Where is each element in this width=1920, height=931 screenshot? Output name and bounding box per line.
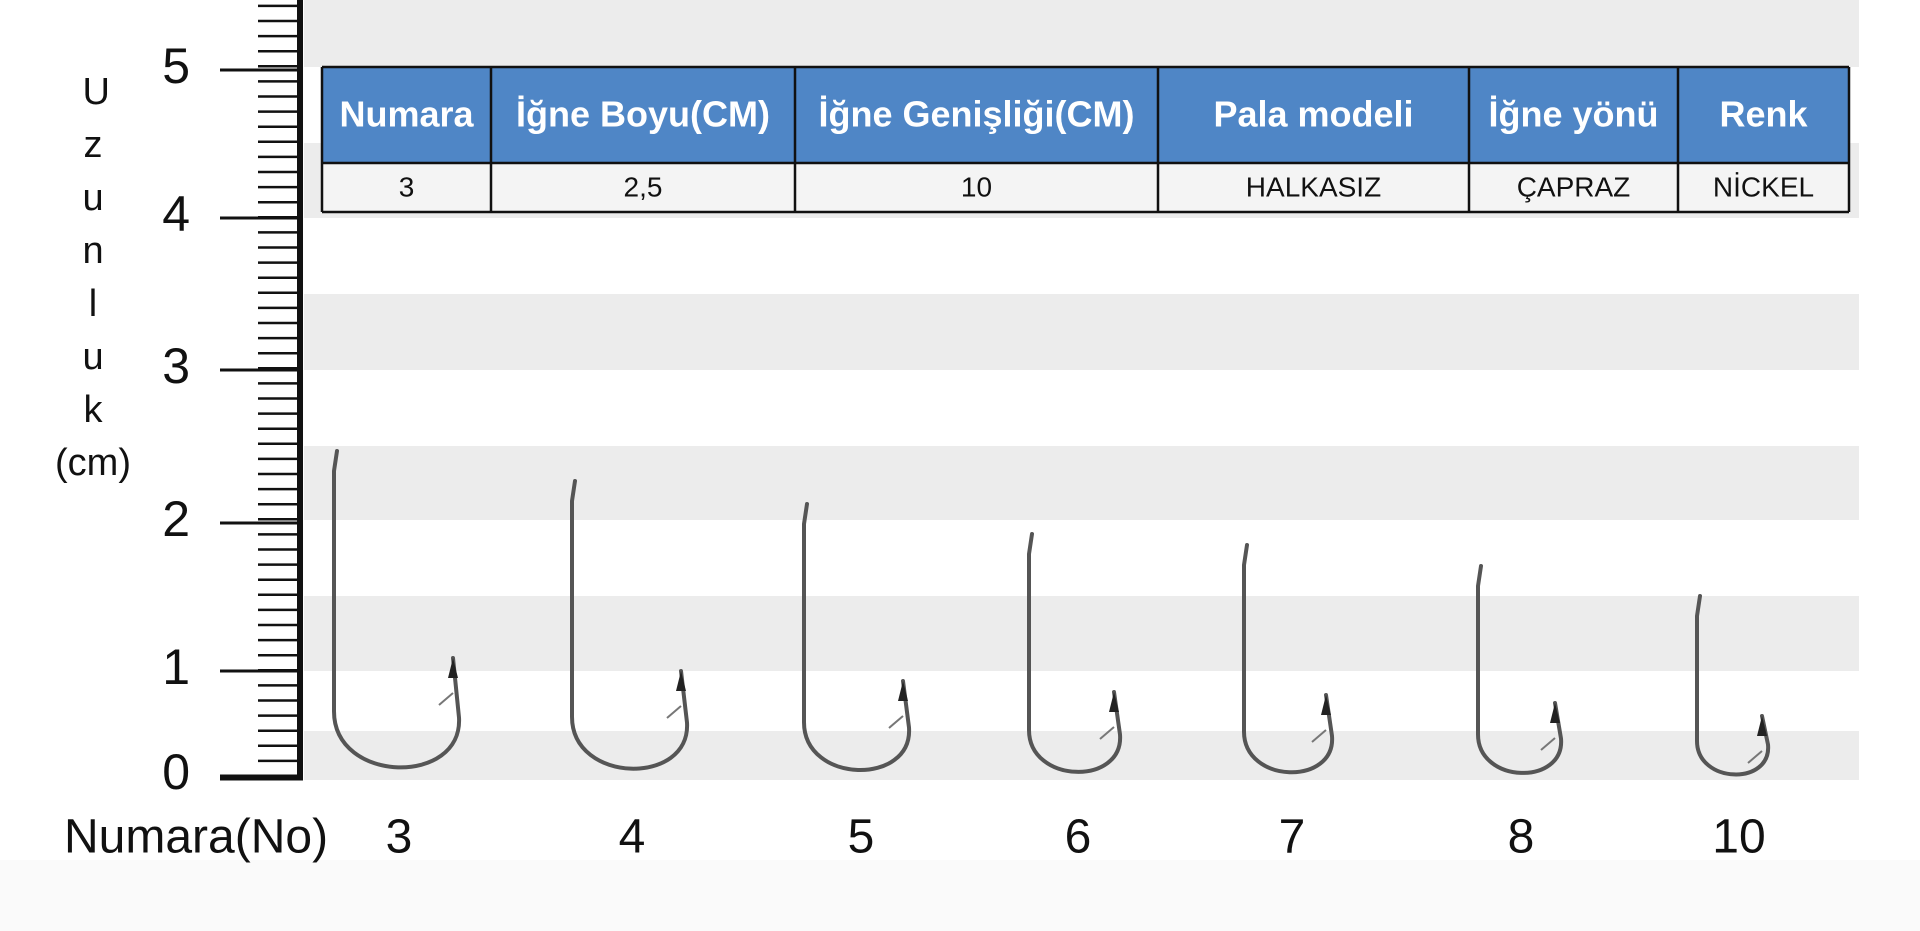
- table-cell: NİCKEL: [1713, 171, 1814, 202]
- hooks: [332, 449, 1771, 777]
- size-number: 10: [1712, 811, 1765, 864]
- stripes: [304, 0, 1859, 780]
- table-cell: HALKASIZ: [1246, 171, 1381, 202]
- hook-point: [1321, 695, 1331, 715]
- table-cell: 10: [961, 171, 992, 202]
- ruler-label: 0: [162, 744, 190, 800]
- table-row-bg: [322, 163, 1849, 212]
- table-header-cell: Pala modeli: [1213, 94, 1413, 135]
- size-number: 7: [1279, 811, 1306, 864]
- size-number: 6: [1065, 811, 1092, 864]
- hook-barb: [438, 692, 454, 706]
- table-header-cell: İğne Genişliği(CM): [818, 94, 1134, 135]
- hook-point: [676, 671, 686, 691]
- hook: [570, 479, 690, 771]
- hook-barb: [1747, 750, 1763, 764]
- hook-point: [448, 658, 458, 678]
- axis-unit: (cm): [55, 442, 131, 484]
- table-header-cell: Numara: [339, 94, 474, 135]
- size-number: 8: [1508, 811, 1535, 864]
- hook-point: [898, 681, 908, 701]
- hook-barb: [1311, 729, 1327, 743]
- size-number: 3: [386, 811, 413, 864]
- hook-barb: [1540, 737, 1556, 751]
- hook-barb: [888, 715, 904, 729]
- hook-point: [1757, 716, 1767, 736]
- axis-word: Uzunluk: [82, 71, 110, 431]
- size-number: 5: [848, 811, 875, 864]
- table-header-bg: [322, 67, 1849, 163]
- stripe: [304, 596, 1859, 671]
- stripe: [304, 446, 1859, 520]
- hook-point: [1550, 703, 1560, 723]
- table-header-cell: İğne yönü: [1489, 94, 1659, 135]
- axis-label: Uzunluk (cm): [50, 66, 136, 490]
- table-cell: 3: [399, 171, 415, 202]
- ruler-label: 4: [162, 186, 190, 242]
- stripe: [304, 0, 1859, 67]
- stripe: [304, 294, 1859, 370]
- footer-band: [0, 860, 1920, 931]
- spec-table: Numara İğne Boyu(CM) İğne Genişliği(CM) Pal…: [320, 65, 1851, 214]
- size-title: Numara(No): [64, 811, 328, 864]
- hook: [1695, 594, 1771, 777]
- table-header-cell: Renk: [1719, 94, 1808, 135]
- hook: [1242, 543, 1335, 775]
- ruler-label: 2: [162, 491, 190, 547]
- ruler-label: 3: [162, 338, 190, 394]
- ruler-label: 1: [162, 639, 190, 695]
- hook-barb: [1099, 726, 1115, 740]
- hook-barb: [666, 705, 682, 719]
- hook: [1476, 564, 1564, 775]
- table-cell: ÇAPRAZ: [1517, 171, 1631, 202]
- size-number: 4: [619, 811, 646, 864]
- table-header-cell: İğne Boyu(CM): [516, 94, 770, 135]
- hook: [1027, 532, 1123, 774]
- table-cell: 2,5: [624, 171, 663, 202]
- ruler: 5 4 3 2 1 0: [162, 0, 303, 800]
- ruler-label: 5: [162, 38, 190, 94]
- hook: [802, 502, 912, 772]
- hook-point: [1109, 692, 1119, 712]
- hook: [332, 449, 462, 770]
- size-labels: Numara(No) 3 4 5 6 7 8 10: [64, 811, 1766, 864]
